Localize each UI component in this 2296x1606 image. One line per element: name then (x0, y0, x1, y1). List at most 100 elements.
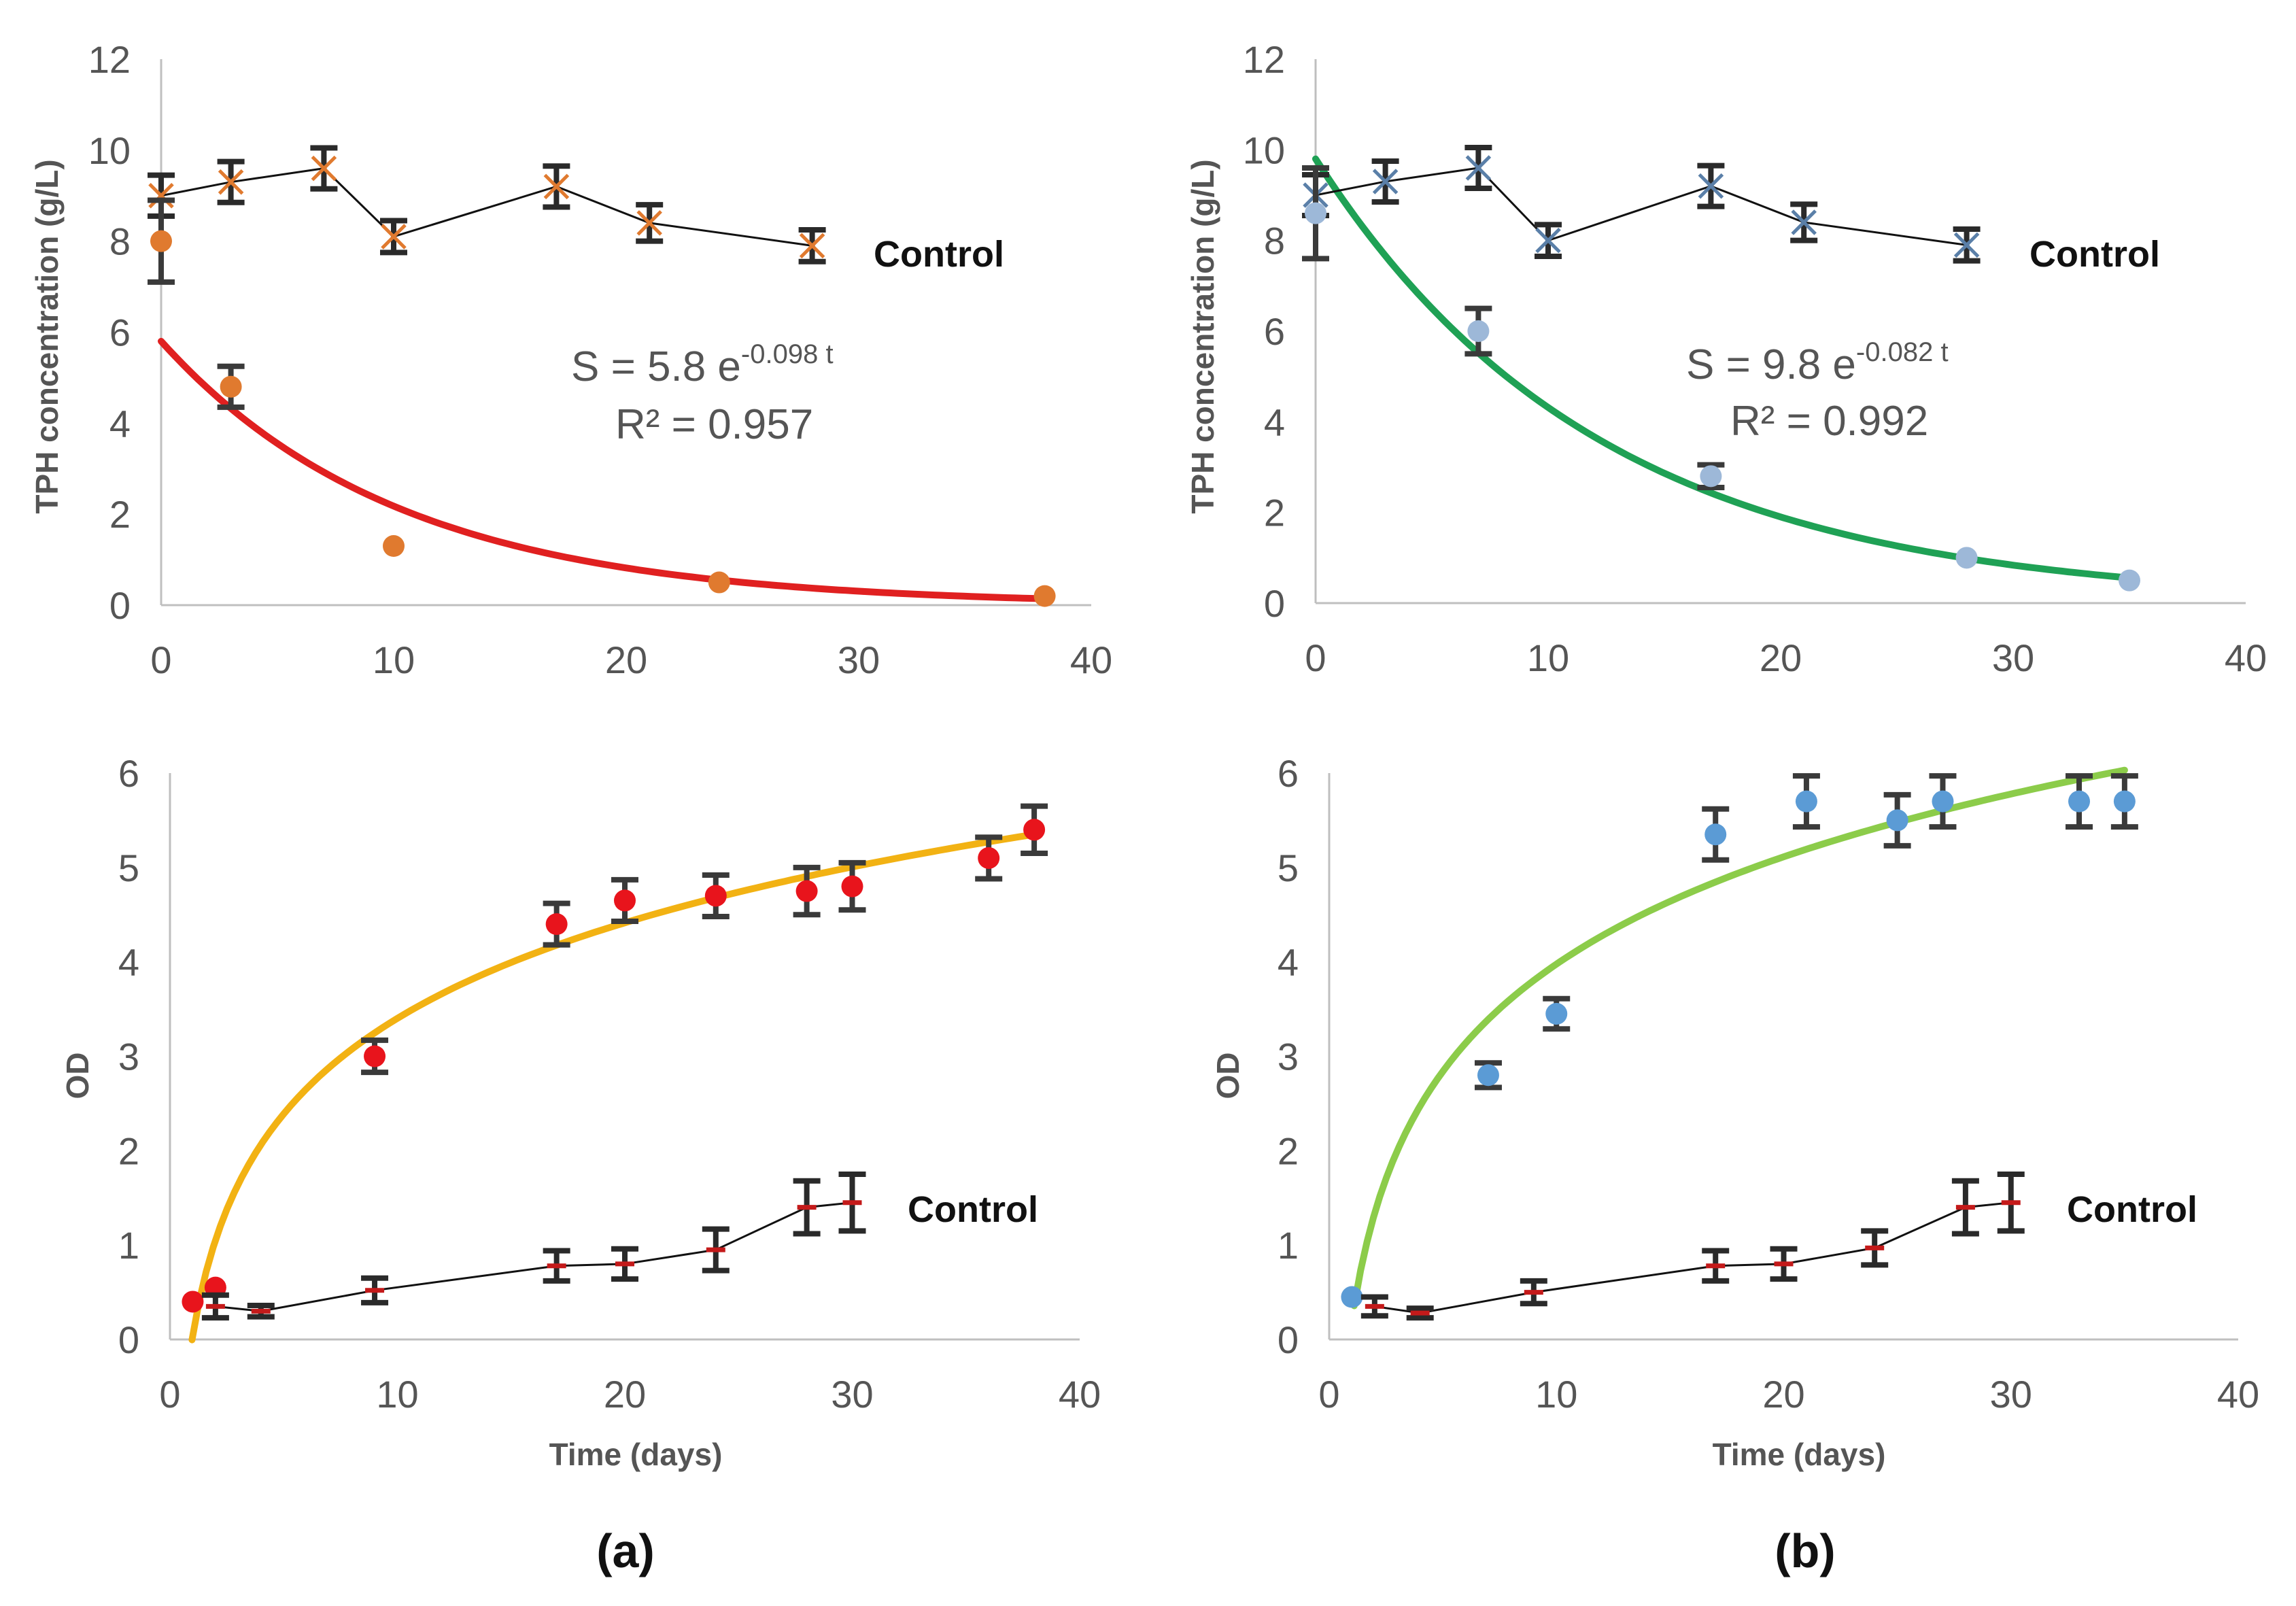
equation-text: S = 5.8 e (571, 343, 741, 390)
y-tick-label: 8 (109, 220, 131, 263)
x-tick-label: 30 (831, 1373, 873, 1416)
y-tick-label: 0 (118, 1318, 139, 1361)
y-tick-label: 3 (118, 1036, 139, 1078)
y-axis-label: OD (60, 1053, 95, 1099)
y-tick-label: 1 (118, 1224, 139, 1267)
y-tick-label: 10 (88, 129, 131, 172)
data-point (1795, 790, 1817, 813)
data-point (1023, 819, 1046, 841)
control-line (215, 1201, 853, 1312)
x-tick-label: 10 (1527, 636, 1569, 679)
x-axis-label: Time (days) (549, 1437, 723, 1472)
data-point (1305, 202, 1326, 224)
x-tick-label: 0 (159, 1373, 180, 1416)
y-tick-label: 6 (1264, 310, 1285, 353)
y-tick-label: 6 (118, 752, 139, 795)
y-tick-label: 2 (1264, 492, 1285, 534)
chart-b-bottom: 0 10 20 30 40 0 1 2 3 4 5 6 OD Time (days) Control (1210, 752, 2259, 1472)
panel-label-a: (a) (596, 1524, 655, 1577)
x-marker (799, 233, 825, 259)
x-tick-label: 40 (2225, 636, 2267, 679)
data-point (1955, 547, 1978, 569)
y-tick-label: 1 (1278, 1224, 1299, 1267)
control-line (1374, 1201, 2011, 1314)
x-tick-label: 20 (1760, 636, 1802, 679)
data-point (1467, 320, 1490, 342)
fit-curve (1350, 766, 2128, 1310)
y-tick-label: 4 (118, 941, 139, 984)
data-point (2119, 569, 2140, 592)
fit-curve (188, 830, 1042, 1344)
control-line (160, 167, 812, 247)
x-tick-label: 40 (2217, 1373, 2259, 1416)
x-tick-label: 20 (1762, 1373, 1804, 1416)
data-point (1545, 1003, 1568, 1025)
data-point (2068, 790, 2091, 813)
y-tick-label: 0 (109, 584, 131, 627)
x-tick-label: 10 (1535, 1373, 1577, 1416)
x-tick-label: 10 (376, 1373, 418, 1416)
y-tick-label: 0 (1278, 1318, 1299, 1361)
x-marker (311, 155, 337, 182)
data-point (1700, 465, 1722, 488)
y-tick-label: 4 (109, 402, 131, 445)
data-point (2113, 790, 2136, 813)
equation-main: S = 9.8 e-0.082 t (1686, 337, 1949, 388)
data-point (1341, 1286, 1363, 1308)
fit-curve (1312, 155, 2133, 581)
r-squared: R² = 0.957 (615, 401, 813, 448)
data-point (1886, 809, 1908, 832)
y-tick-label: 6 (1278, 752, 1299, 795)
data-point (1477, 1064, 1499, 1087)
equation-main: S = 5.8 e-0.098 t (571, 339, 834, 390)
y-tick-label: 8 (1264, 220, 1285, 262)
x-tick-label: 30 (1992, 636, 2034, 679)
y-tick-label: 3 (1278, 1036, 1299, 1078)
x-marker (1953, 232, 1980, 258)
y-tick-label: 6 (109, 311, 131, 354)
x-axis-label: Time (days) (1713, 1437, 1886, 1472)
data-point (704, 885, 727, 907)
x-tick-label: 40 (1059, 1373, 1101, 1416)
data-point (220, 375, 242, 398)
y-tick-label: 4 (1264, 400, 1285, 443)
x-marker (218, 169, 244, 195)
control-label: Control (2067, 1189, 2197, 1230)
control-label: Control (2029, 234, 2160, 275)
data-point (1932, 790, 1954, 813)
y-tick-label: 4 (1278, 941, 1299, 984)
fit-curve (158, 337, 1048, 602)
chart-b-top: 0 10 20 30 40 0 2 4 6 8 10 12 TPH concentration (g/… (1185, 38, 2267, 679)
y-tick-label: 2 (118, 1129, 139, 1172)
data-point (545, 913, 568, 936)
x-marker (543, 173, 570, 200)
x-tick-label: 20 (604, 1373, 646, 1416)
x-marker (1465, 155, 1492, 181)
control-line (1315, 167, 1967, 246)
control-label: Control (874, 234, 1004, 275)
x-tick-label: 0 (150, 638, 171, 681)
chart-a-top: 0 10 20 30 40 0 2 4 6 8 10 12 TPH concentration (g/… (29, 38, 1112, 681)
data-point (614, 889, 636, 912)
x-tick-label: 10 (373, 638, 415, 681)
x-marker (636, 210, 662, 236)
data-point (1704, 823, 1727, 846)
x-tick-label: 30 (1990, 1373, 2032, 1416)
x-tick-label: 40 (1070, 638, 1112, 681)
x-marker (381, 224, 407, 250)
data-point (364, 1045, 386, 1067)
y-tick-label: 10 (1243, 129, 1285, 171)
y-axis-label: TPH concentration (g/L) (29, 159, 65, 513)
equation-exponent: -0.082 t (1856, 337, 1949, 367)
x-tick-label: 0 (1318, 1373, 1339, 1416)
x-tick-label: 0 (1305, 636, 1326, 679)
y-axis-label: OD (1210, 1053, 1246, 1099)
y-tick-label: 12 (1243, 38, 1285, 81)
y-tick-label: 2 (109, 493, 131, 536)
y-axis-label: TPH concentration (g/L) (1185, 159, 1220, 513)
chart-a-bottom: 0 10 20 30 40 0 1 2 3 4 5 6 OD Time (days) Control (60, 752, 1101, 1472)
x-marker (1791, 209, 1817, 235)
data-point (978, 847, 1000, 869)
x-marker (1698, 173, 1724, 199)
